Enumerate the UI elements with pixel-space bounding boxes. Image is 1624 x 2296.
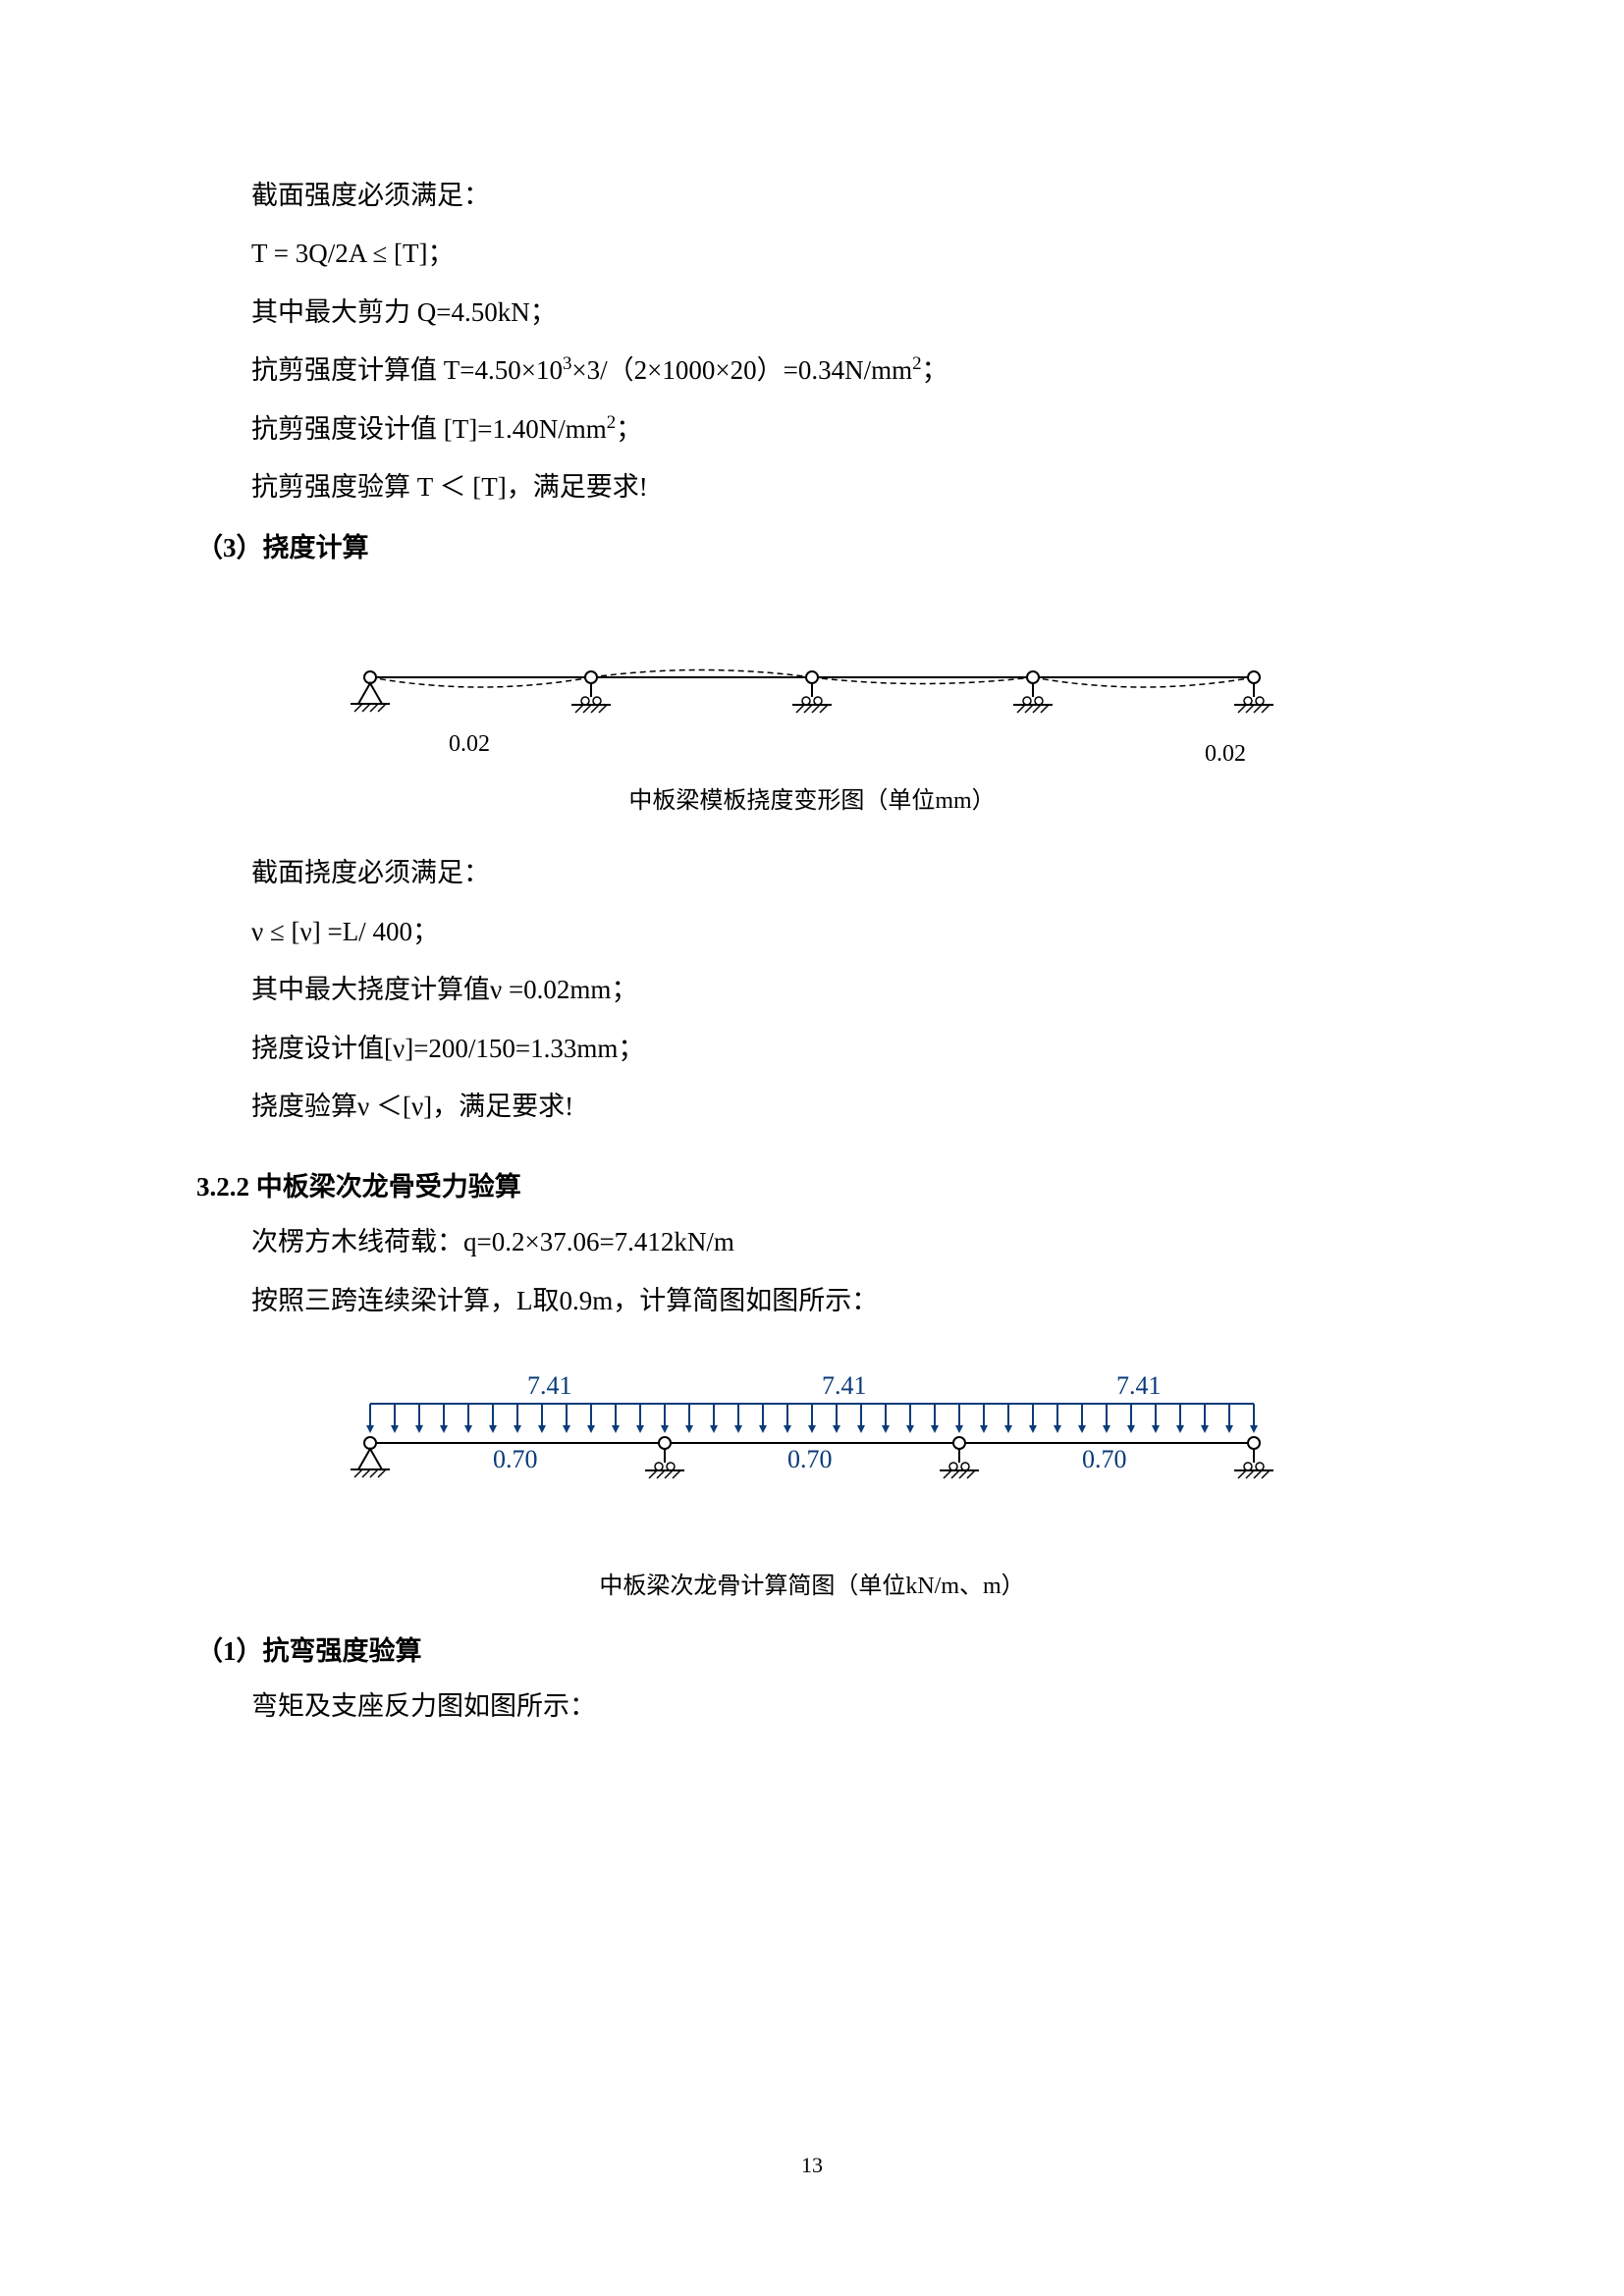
deflection-curve-2 (591, 670, 812, 678)
heading-deflection: （3）挠度计算 (196, 526, 1428, 564)
page-number: 13 (0, 2153, 1624, 2178)
load-svg: 7.41 7.41 7.41 (321, 1369, 1303, 1526)
load-caption: 中板梁次龙骨计算简图（单位kN/m、m） (196, 1566, 1428, 1600)
defl-line-2: 其中最大挠度计算值ν =0.02mm； (196, 961, 1428, 1019)
span-value-3: 0.70 (1082, 1445, 1127, 1473)
deflection-label-left: 0.02 (449, 731, 490, 758)
intro-line-2: 其中最大剪力 Q=4.50kN； (196, 284, 1428, 342)
defl-line-4: 挠度验算ν ＜[ν]，满足要求! (196, 1078, 1428, 1136)
intro-line-0: 截面强度必须满足： (196, 167, 1428, 225)
deflection-diagram: 0.02 0.02 (321, 643, 1303, 761)
intro-line-4: 抗剪强度设计值 [T]=1.40N/mm2； (196, 400, 1428, 458)
keel-line-0: 次楞方木线荷载：q=0.2×37.06=7.412kN/m (196, 1213, 1428, 1271)
load-diagram: 7.41 7.41 7.41 (321, 1369, 1303, 1526)
span-value-2: 0.70 (787, 1445, 833, 1473)
bending-line-0: 弯矩及支座反力图如图所示： (196, 1678, 1428, 1735)
deflection-label-right: 0.02 (1205, 741, 1246, 768)
page-content: 截面强度必须满足： T = 3Q/2A ≤ [T]； 其中最大剪力 Q=4.50… (0, 0, 1624, 1814)
load-value-1: 7.41 (527, 1371, 572, 1400)
intro-line-5: 抗剪强度验算 T ＜ [T]，满足要求! (196, 458, 1428, 516)
load-value-2: 7.41 (822, 1371, 867, 1400)
defl-line-0: 截面挠度必须满足： (196, 844, 1428, 902)
deflection-curve-1 (370, 677, 591, 687)
intro-line-1: T = 3Q/2A ≤ [T]； (196, 225, 1428, 283)
load-arrows (366, 1404, 1258, 1433)
heading-keel: 3.2.2 中板梁次龙骨受力验算 (196, 1165, 1428, 1203)
intro-line-3: 抗剪强度计算值 T=4.50×103×3/（2×1000×20）=0.34N/m… (196, 342, 1428, 400)
defl-line-1: ν ≤ [ν] =L/ 400； (196, 903, 1428, 961)
deflection-curve-4 (1033, 677, 1254, 687)
deflection-caption: 中板梁模板挠度变形图（单位mm） (196, 780, 1428, 815)
defl-line-3: 挠度设计值[ν]=200/150=1.33mm； (196, 1020, 1428, 1078)
heading-bending: （1）抗弯强度验算 (196, 1629, 1428, 1668)
span-value-1: 0.70 (493, 1445, 538, 1473)
keel-line-1: 按照三跨连续梁计算，L取0.9m，计算简图如图所示： (196, 1272, 1428, 1330)
load-value-3: 7.41 (1116, 1371, 1162, 1400)
